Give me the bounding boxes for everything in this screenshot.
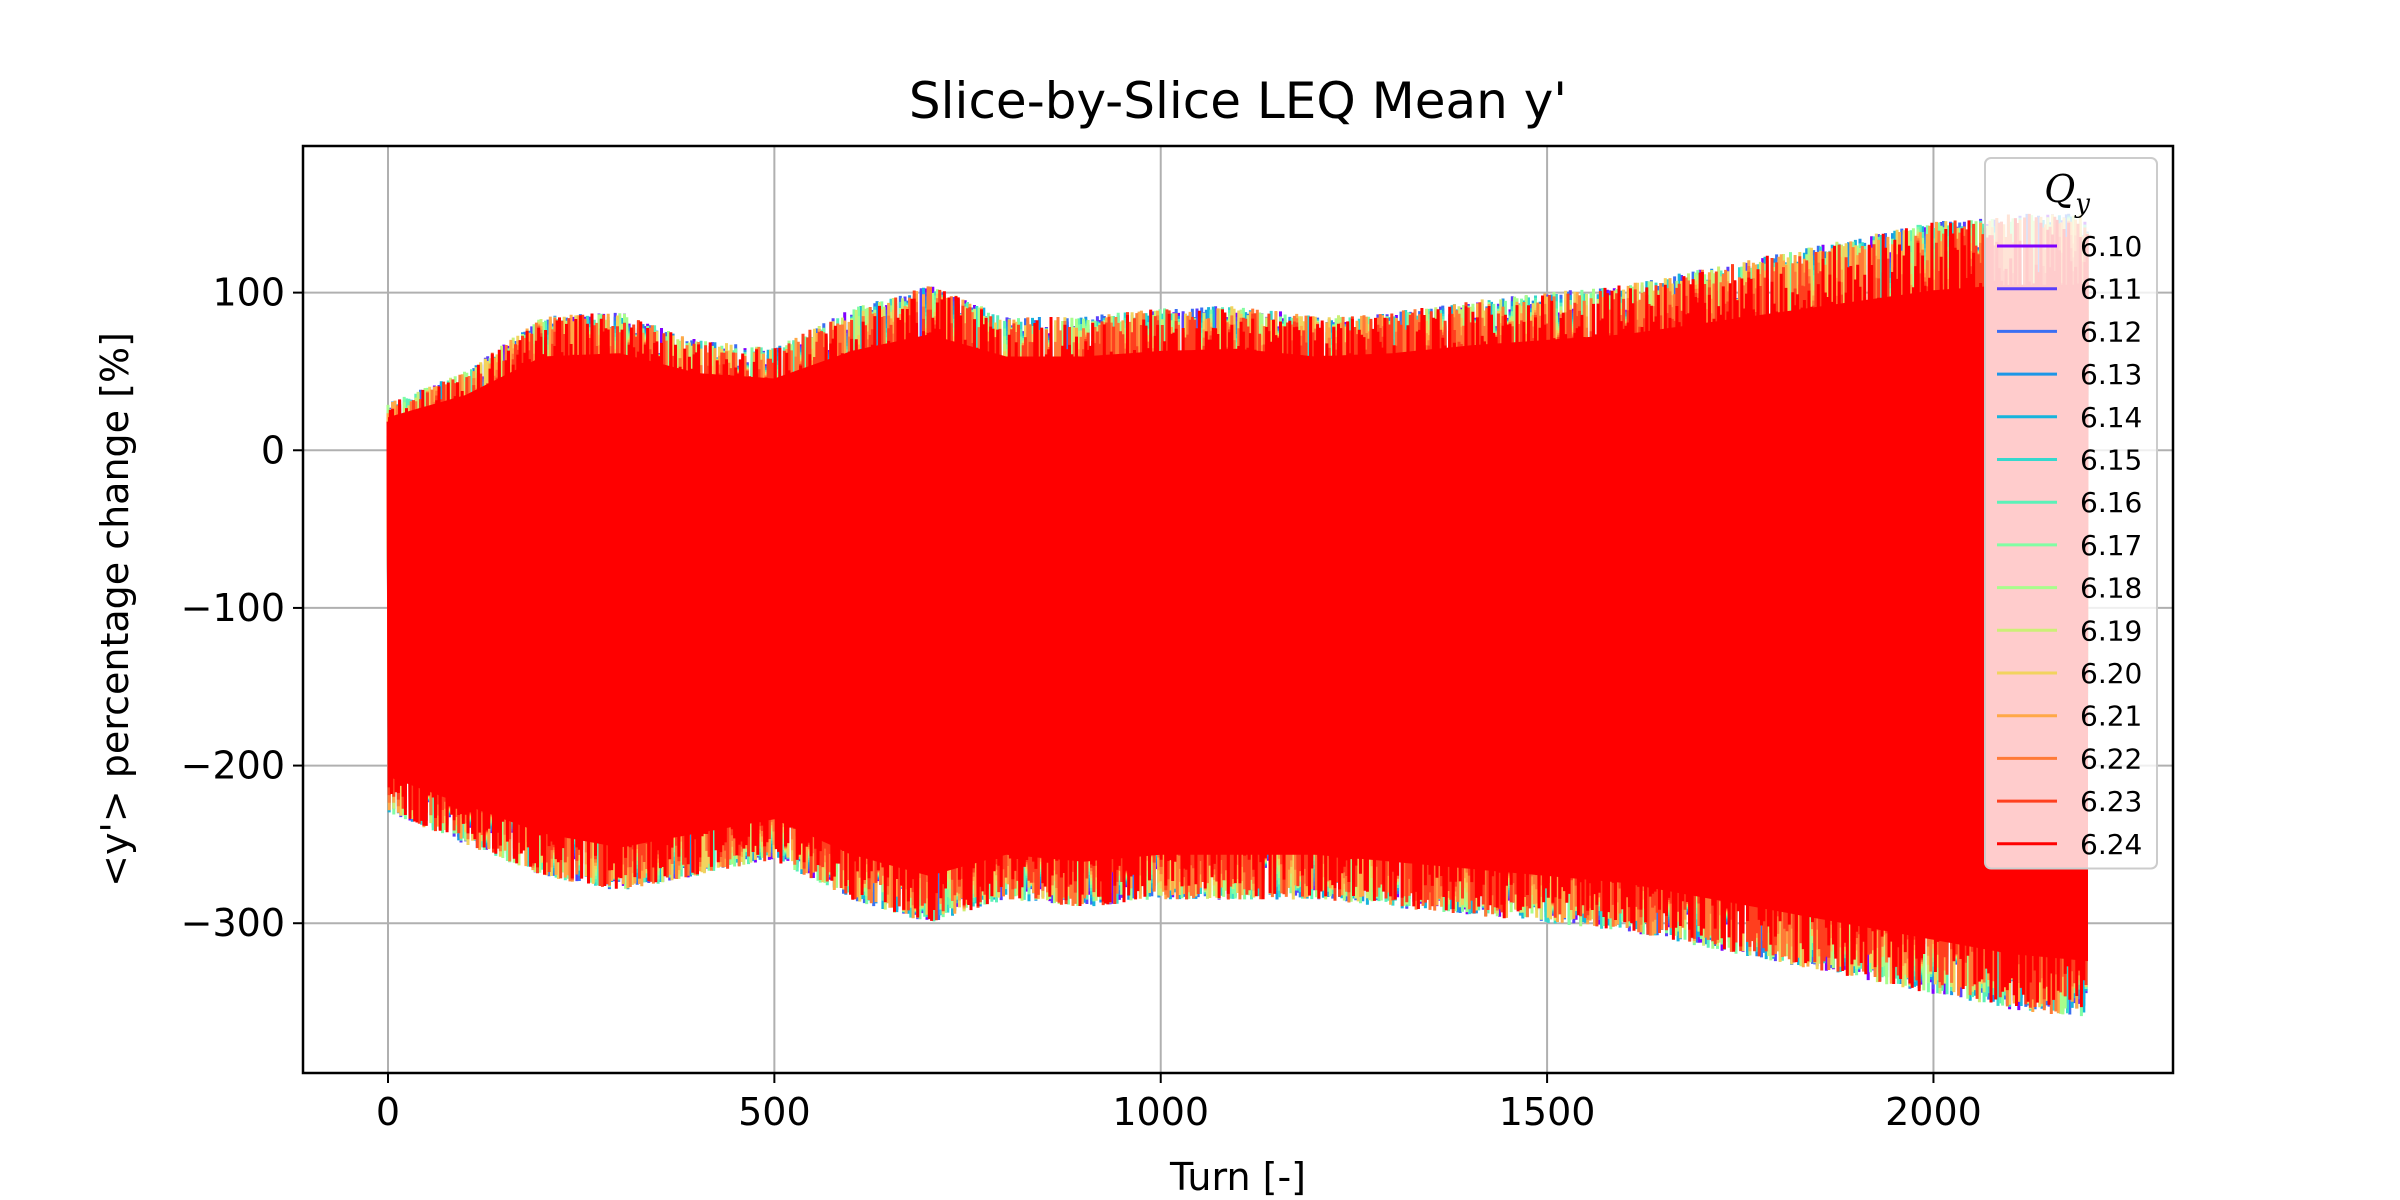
legend-label-6.18: 6.18 — [2080, 572, 2142, 605]
chart-title: Slice-by-Slice LEQ Mean y' — [909, 72, 1567, 130]
x-tick-label: 1500 — [1499, 1090, 1596, 1134]
data-lines — [386, 213, 2089, 1017]
legend-label-6.14: 6.14 — [2080, 401, 2142, 434]
y-tick-label: 0 — [261, 428, 285, 472]
x-tick-label: 2000 — [1885, 1090, 1982, 1134]
x-tick-label: 1000 — [1112, 1090, 1209, 1134]
y-tick-label: 100 — [212, 271, 285, 315]
x-axis-label: Turn [-] — [1169, 1155, 1306, 1199]
y-axis-label: <y'> percentage change [%] — [93, 332, 137, 887]
plot-frame — [301, 144, 2175, 1075]
legend-label-6.17: 6.17 — [2080, 529, 2142, 562]
legend-label-6.20: 6.20 — [2080, 657, 2142, 690]
legend-label-6.11: 6.11 — [2080, 273, 2142, 306]
legend-box — [1984, 157, 2158, 870]
series-fill-6.24 — [388, 284, 2088, 962]
legend: Qy 6.106.116.126.136.146.156.166.176.186… — [1984, 157, 2158, 870]
y-tick-label: −300 — [181, 901, 285, 945]
legend-title: Qy — [2044, 167, 2090, 219]
legend-label-6.19: 6.19 — [2080, 614, 2142, 647]
legend-label-6.22: 6.22 — [2080, 742, 2142, 775]
legend-label-6.15: 6.15 — [2080, 444, 2142, 477]
legend-items: 6.10 6.11 6.12 6.13 6.14 6.15 6.16 6.17 6.18 6.19… — [1997, 230, 2142, 861]
y-tick-label: −200 — [181, 744, 285, 788]
legend-label-6.16: 6.16 — [2080, 486, 2142, 519]
legend-label-6.12: 6.12 — [2080, 315, 2142, 348]
legend-label-6.21: 6.21 — [2080, 700, 2142, 733]
legend-label-6.10: 6.10 — [2080, 230, 2142, 263]
legend-label-6.24: 6.24 — [2080, 828, 2142, 861]
x-tick-label: 500 — [738, 1090, 811, 1134]
legend-label-6.13: 6.13 — [2080, 358, 2142, 391]
legend-label-6.23: 6.23 — [2080, 785, 2142, 818]
y-tick-label: −100 — [181, 586, 285, 630]
x-tick-label: 0 — [376, 1090, 400, 1134]
